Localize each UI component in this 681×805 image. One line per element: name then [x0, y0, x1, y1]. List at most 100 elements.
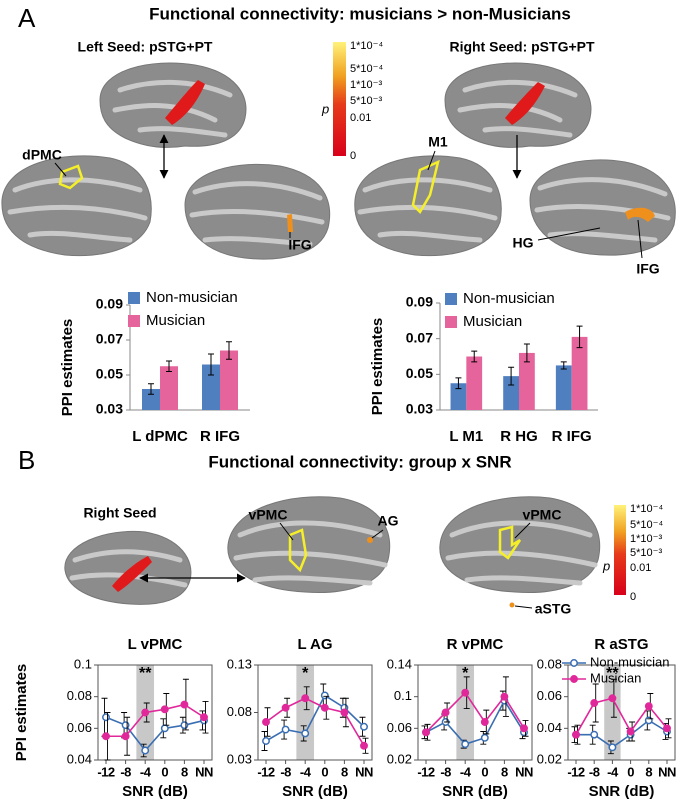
region-label: vPMC — [523, 507, 562, 523]
x-tick-label: L M1 — [449, 428, 483, 445]
error-bar — [226, 341, 232, 360]
chart-title: L AG — [297, 636, 332, 653]
series-line — [425, 691, 525, 733]
colorbar-label: 0 — [350, 150, 356, 162]
y-axis-label: PPI estimates — [13, 664, 30, 762]
data-point — [422, 728, 430, 737]
y-tick-label: 0.03 — [227, 751, 252, 766]
colorbar — [614, 505, 626, 595]
brain — [99, 62, 247, 148]
panel-letter: A — [18, 3, 36, 33]
x-axis-label: SNR (dB) — [442, 783, 508, 800]
x-tick-label: -12 — [97, 764, 115, 779]
pointer — [427, 150, 436, 171]
data-point — [160, 724, 169, 733]
bar — [160, 366, 178, 410]
error-bar — [508, 366, 515, 386]
data-point — [301, 729, 310, 738]
y-tick-label: 0.03 — [96, 401, 123, 417]
pointer — [537, 227, 601, 241]
data-point — [180, 700, 189, 709]
bar — [450, 383, 467, 410]
x-tick-label: 0 — [481, 764, 488, 779]
data-point — [262, 737, 270, 745]
x-tick-label: -4 — [300, 764, 312, 779]
colorbar-label: 0.01 — [350, 112, 371, 124]
chart-title: R vPMC — [447, 636, 504, 653]
legend-swatch — [128, 292, 140, 304]
legend-label: Non-musician — [146, 289, 238, 306]
x-tick-label: R IFG — [200, 428, 240, 445]
data-point — [590, 699, 599, 707]
error-bar — [471, 350, 478, 363]
y-tick-label: 0.09 — [406, 294, 433, 310]
error-bar — [148, 383, 154, 395]
data-point — [480, 733, 489, 742]
data-point — [320, 703, 329, 712]
y-tick-label: 0.09 — [96, 296, 123, 312]
brain — [64, 530, 192, 605]
x-tick-label: NN — [515, 764, 533, 779]
legend-swatch — [445, 293, 457, 305]
x-tick-label: NN — [195, 764, 213, 779]
colorbar-label: 1*10⁻⁴ — [630, 503, 663, 515]
data-point — [608, 743, 617, 752]
error-bar — [455, 377, 462, 390]
seed-label: Right Seed — [83, 505, 156, 521]
y-tick-label: 0.13 — [227, 656, 252, 671]
region-label: aSTG — [535, 601, 572, 617]
bar — [220, 350, 238, 410]
data-point — [461, 688, 470, 697]
y-tick-label: 0.05 — [96, 366, 123, 382]
highlight-band — [296, 665, 315, 760]
legend-swatch — [445, 316, 457, 328]
data-point — [180, 721, 189, 730]
legend-label: Musician — [146, 312, 205, 329]
series-line — [105, 716, 205, 752]
legend-swatch — [128, 315, 140, 327]
data-point — [360, 741, 368, 750]
data-point — [102, 732, 110, 741]
colorbar-label: 5*10⁻³ — [630, 547, 662, 559]
series-line — [575, 697, 668, 736]
region-label: dPMC — [22, 147, 62, 163]
x-tick-label: -8 — [589, 764, 600, 779]
data-point — [121, 732, 130, 741]
pointer — [514, 605, 533, 609]
x-tick-label: 8 — [645, 764, 652, 779]
data-point — [590, 730, 599, 739]
data-point — [141, 746, 150, 755]
data-point — [360, 722, 368, 731]
data-point — [320, 691, 329, 700]
x-tick-label: -8 — [440, 764, 451, 779]
y-tick-label: 0.14 — [387, 656, 412, 671]
x-axis-label: SNR (dB) — [282, 783, 348, 800]
data-point — [102, 713, 110, 722]
y-tick-label: 0.04 — [67, 751, 92, 766]
data-point — [480, 718, 489, 726]
brain — [529, 159, 676, 256]
series-line — [265, 697, 365, 747]
x-tick-label: -4 — [607, 764, 619, 779]
panel-title: Functional connectivity: musicians > non… — [149, 4, 571, 23]
bar — [571, 336, 588, 410]
x-tick-label: 8 — [341, 764, 348, 779]
chart-title: L vPMC — [128, 636, 183, 653]
pointer — [54, 162, 67, 177]
data-point — [281, 703, 290, 712]
x-tick-label: L dPMC — [132, 428, 188, 445]
plot-frame — [567, 664, 676, 761]
x-tick-label: NN — [658, 764, 676, 779]
seed-label: Left Seed: pSTG+PT — [78, 39, 213, 55]
colorbar-label: 5*10⁻⁴ — [630, 519, 663, 531]
data-point — [301, 694, 310, 703]
x-tick-label: -12 — [257, 764, 275, 779]
legend-label: Non-musician — [590, 654, 669, 669]
series-line — [106, 703, 205, 738]
x-tick-label: -12 — [567, 764, 585, 779]
legend-marker — [570, 675, 578, 683]
x-tick-label: 0 — [161, 764, 168, 779]
y-tick-label: 0.1 — [394, 688, 412, 703]
colorbar-label: 5*10⁻⁴ — [350, 63, 383, 75]
y-tick-label: 0.03 — [406, 401, 433, 417]
